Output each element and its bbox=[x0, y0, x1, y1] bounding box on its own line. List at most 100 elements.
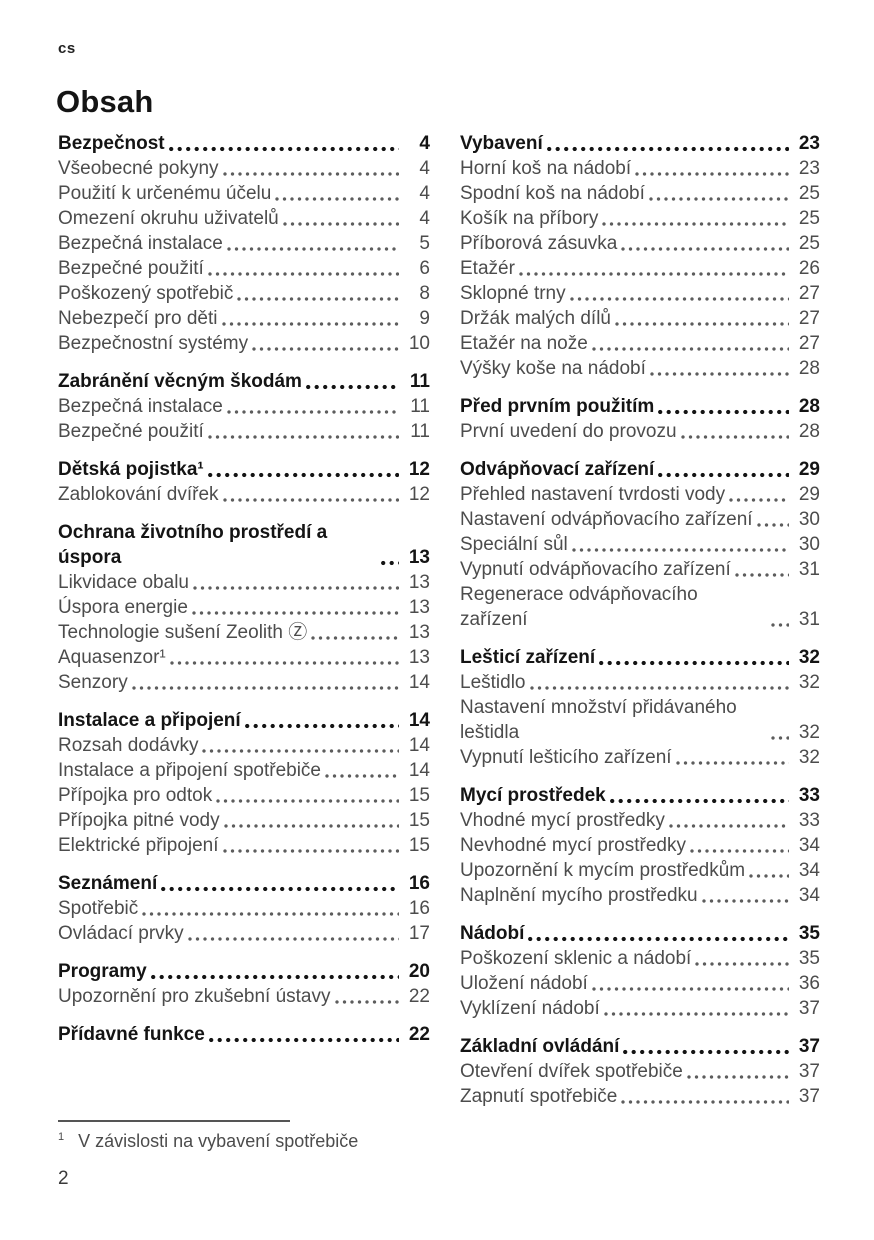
toc-entry: Vyklízení nádobí 37 bbox=[460, 996, 820, 1021]
toc-entry-page: 29 bbox=[798, 459, 820, 480]
toc-entry-page: 13 bbox=[408, 622, 430, 643]
toc-entry: Uložení nádobí 36 bbox=[460, 971, 820, 996]
toc-entry: První uvedení do provozu 28 bbox=[460, 419, 820, 444]
dot-leader bbox=[226, 246, 399, 252]
dot-leader bbox=[749, 873, 789, 879]
dot-leader bbox=[202, 748, 399, 754]
toc-entry-page: 29 bbox=[798, 484, 820, 505]
toc-section: Mycí prostředek 33 Vhodné mycí prostředky 3… bbox=[460, 783, 820, 908]
toc-entry-page: 23 bbox=[798, 133, 820, 154]
toc-entry-page: 32 bbox=[798, 747, 820, 768]
dot-leader bbox=[169, 660, 399, 666]
toc-entry-page: 11 bbox=[410, 396, 430, 417]
toc-entry: Zapnutí spotřebiče 37 bbox=[460, 1084, 820, 1109]
toc-entry-label: Spodní koš na nádobí bbox=[460, 183, 645, 204]
toc-entry-page: 33 bbox=[798, 785, 820, 806]
toc-entry: Senzory 14 bbox=[58, 670, 430, 695]
dot-leader bbox=[168, 146, 399, 152]
toc-entry: Bezpečná instalace 5 bbox=[58, 231, 430, 256]
language-code: cs bbox=[58, 40, 76, 57]
dot-leader bbox=[529, 685, 789, 691]
toc-section-title: Ochrana životního prostředí a úspora 13 bbox=[58, 520, 430, 570]
dot-leader bbox=[244, 723, 399, 729]
toc-entry: Všeobecné pokyny 4 bbox=[58, 156, 430, 181]
dot-leader bbox=[305, 384, 399, 390]
toc-entry-label: Otevření dvířek spotřebiče bbox=[460, 1061, 683, 1082]
toc-entry-page: 28 bbox=[798, 358, 820, 379]
dot-leader bbox=[311, 635, 399, 641]
dot-leader bbox=[729, 497, 789, 503]
toc-entry-page: 37 bbox=[798, 1036, 820, 1057]
dot-leader bbox=[142, 911, 399, 917]
dot-leader bbox=[771, 735, 789, 741]
toc-section-title: Bezpečnost 4 bbox=[58, 131, 430, 156]
toc-entry-page: 36 bbox=[798, 973, 820, 994]
toc-entry-page: 25 bbox=[798, 233, 820, 254]
toc-entry: Zablokování dvířek 12 bbox=[58, 482, 430, 507]
toc-entry-label: Omezení okruhu uživatelů bbox=[58, 208, 279, 229]
toc-entry-page: 14 bbox=[408, 760, 430, 781]
toc-entry: Poškozený spotřebič 8 bbox=[58, 281, 430, 306]
toc-entry-label: Spotřebič bbox=[58, 898, 139, 919]
dot-leader bbox=[648, 196, 789, 202]
dot-leader bbox=[528, 936, 789, 942]
toc-entry-label: Likvidace obalu bbox=[58, 572, 189, 593]
toc-entry-page: 11 bbox=[409, 371, 430, 392]
dot-leader bbox=[695, 961, 789, 967]
toc-entry: Vypnutí odvápňovacího zařízení 31 bbox=[460, 557, 820, 582]
toc-entry: Regenerace odvápňovacího zařízení 31 bbox=[460, 582, 820, 632]
toc-entry-page: 22 bbox=[408, 1024, 430, 1045]
toc-section: Lešticí zařízení 32 Leštidlo 32 Nastavení mn… bbox=[460, 645, 820, 770]
toc-entry: Omezení okruhu uživatelů 4 bbox=[58, 206, 430, 231]
toc-section-title: Lešticí zařízení 32 bbox=[460, 645, 820, 670]
dot-leader bbox=[237, 296, 399, 302]
toc-section-title: Instalace a připojení 14 bbox=[58, 708, 430, 733]
dot-leader bbox=[518, 271, 789, 277]
dot-leader bbox=[771, 622, 789, 628]
dot-leader bbox=[191, 610, 399, 616]
toc-entry-label: Instalace a připojení bbox=[58, 710, 241, 731]
toc-entry-label: Košík na příbory bbox=[460, 208, 599, 229]
toc-entry-label: Senzory bbox=[58, 672, 128, 693]
toc-entry-page: 31 bbox=[798, 609, 820, 630]
toc-entry-page: 9 bbox=[419, 308, 430, 329]
dot-leader bbox=[334, 999, 399, 1005]
dot-leader bbox=[591, 346, 789, 352]
toc-entry: Použití k určenému účelu 4 bbox=[58, 181, 430, 206]
toc-entry-label: Před prvním použitím bbox=[460, 396, 655, 417]
toc-entry-label: Programy bbox=[58, 961, 147, 982]
toc-entry-page: 13 bbox=[408, 647, 430, 668]
dot-leader bbox=[599, 660, 789, 666]
toc-entry: Nastavení odvápňovacího zařízení 30 bbox=[460, 507, 820, 532]
toc-section-title: Dětská pojistka¹ 12 bbox=[58, 457, 430, 482]
toc-entry-label: Vhodné mycí prostředky bbox=[460, 810, 665, 831]
toc-entry-label: Sklopné trny bbox=[460, 283, 566, 304]
toc-entry: Instalace a připojení spotřebiče 14 bbox=[58, 758, 430, 783]
toc-entry-page: 14 bbox=[408, 735, 430, 756]
toc-entry-label: Zabránění věcným škodám bbox=[58, 371, 302, 392]
toc-entry: Přípojka pro odtok 15 bbox=[58, 783, 430, 808]
toc-entry-page: 12 bbox=[408, 484, 430, 505]
toc-entry-label: Bezpečné použití bbox=[58, 258, 204, 279]
dot-leader bbox=[546, 146, 789, 152]
toc-entry-label: Naplnění mycího prostředku bbox=[460, 885, 698, 906]
toc-entry-page: 12 bbox=[408, 459, 430, 480]
dot-leader bbox=[275, 196, 399, 202]
toc-entry-label: Přídavné funkce bbox=[58, 1024, 205, 1045]
toc-section: Programy 20 Upozornění pro zkušební ústavy… bbox=[58, 959, 430, 1009]
toc-entry: Příborová zásuvka 25 bbox=[460, 231, 820, 256]
toc-column-right: Vybavení 23 Horní koš na nádobí 23 Spodní ko… bbox=[460, 131, 820, 1122]
toc-entry-page: 4 bbox=[419, 158, 430, 179]
toc-entry-label: Mycí prostředek bbox=[460, 785, 606, 806]
dot-leader bbox=[222, 848, 399, 854]
toc-entry: Upozornění k mycím prostředkům 34 bbox=[460, 858, 820, 883]
footnote-text: 1 V závislosti na vybavení spotřebiče bbox=[58, 1131, 438, 1152]
toc-entry-page: 34 bbox=[798, 860, 820, 881]
toc-entry-page: 32 bbox=[798, 722, 820, 743]
toc-entry-label: Speciální sůl bbox=[460, 534, 568, 555]
toc-entry: Speciální sůl 30 bbox=[460, 532, 820, 557]
toc-entry-page: 37 bbox=[798, 1061, 820, 1082]
toc-entry: Otevření dvířek spotřebiče 37 bbox=[460, 1059, 820, 1084]
toc-entry-label: Bezpečnostní systémy bbox=[58, 333, 249, 354]
footnote-marker: 1 bbox=[58, 1131, 65, 1143]
